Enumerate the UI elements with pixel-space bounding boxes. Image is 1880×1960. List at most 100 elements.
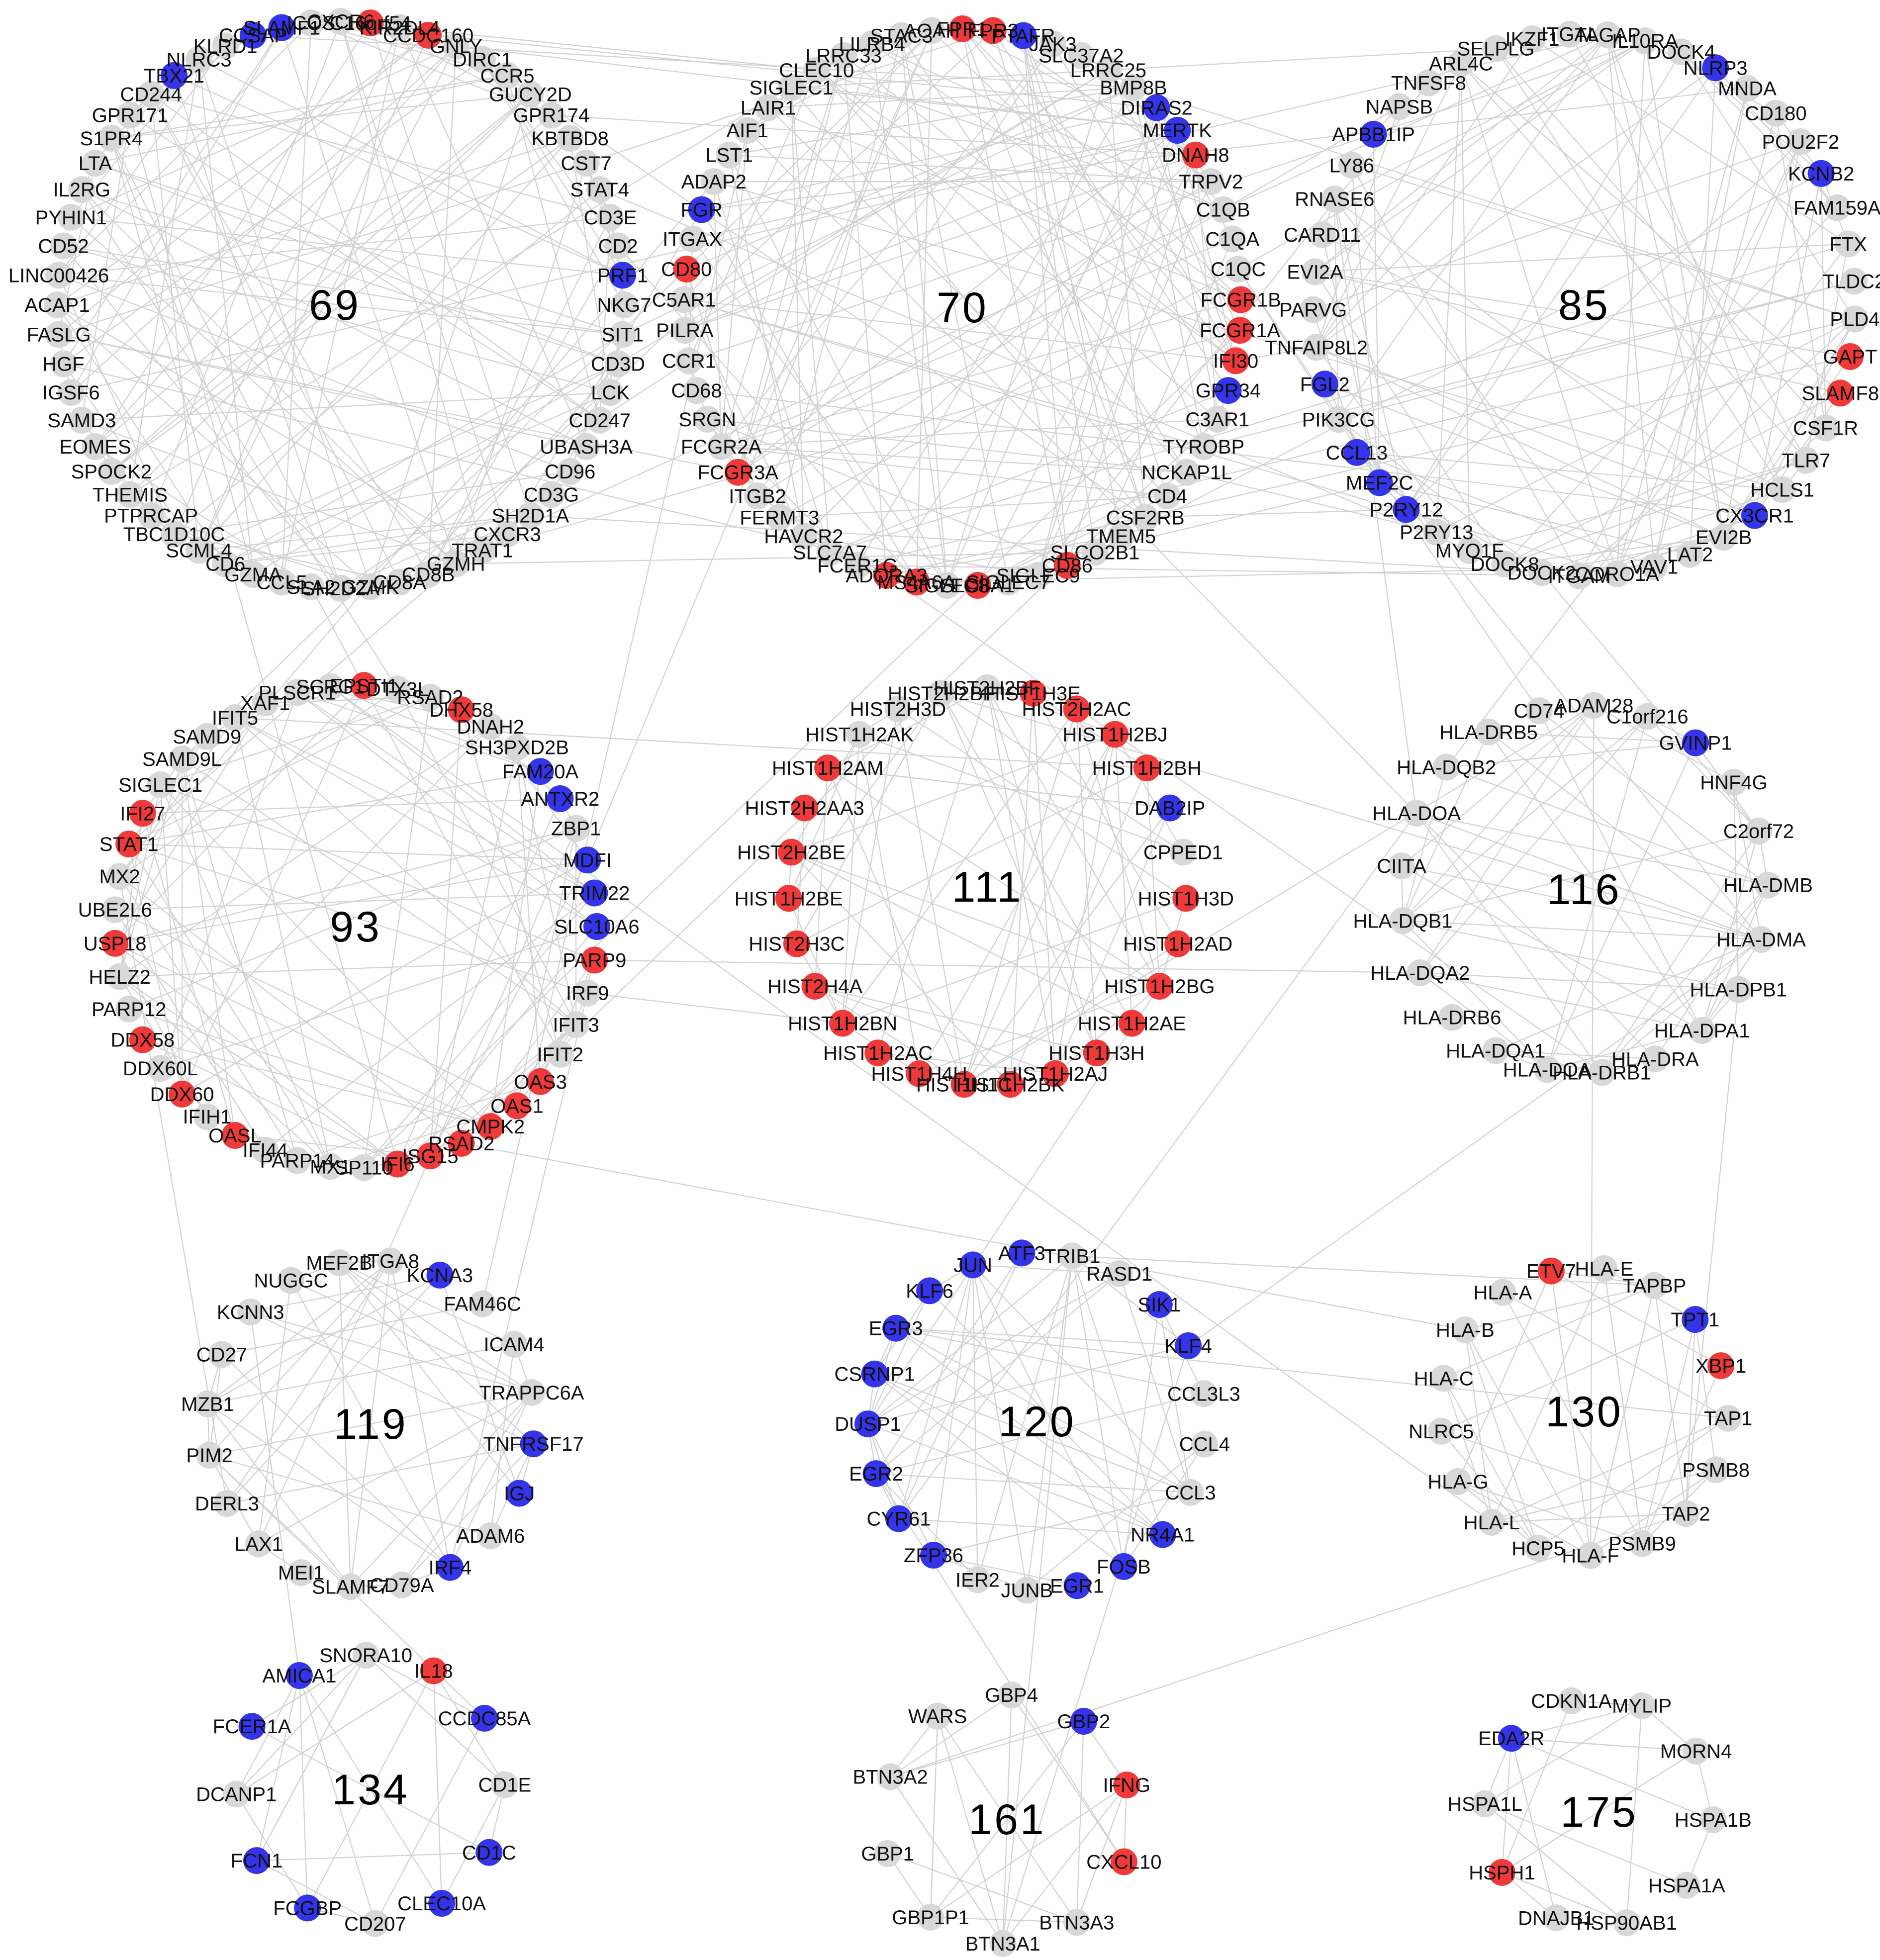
gene-node[interactable] [874, 1840, 901, 1867]
gene-node[interactable] [287, 1559, 315, 1587]
gene-node[interactable] [1641, 553, 1668, 580]
gene-node[interactable] [1058, 1242, 1086, 1270]
gene-node[interactable] [503, 734, 531, 761]
gene-node[interactable] [563, 1011, 590, 1038]
gene-node[interactable] [469, 537, 496, 564]
gene-node[interactable] [1110, 1553, 1137, 1580]
gene-node[interactable] [1191, 1430, 1218, 1458]
gene-node[interactable] [563, 815, 590, 842]
gene-node[interactable] [415, 21, 442, 49]
gene-node[interactable] [1070, 1708, 1097, 1735]
gene-node[interactable] [998, 1681, 1025, 1709]
gene-node[interactable] [673, 256, 700, 283]
gene-node[interactable] [1389, 907, 1416, 934]
gene-node[interactable] [744, 482, 771, 510]
gene-node[interactable] [82, 150, 109, 177]
gene-node[interactable] [1556, 20, 1584, 48]
gene-node[interactable] [1020, 679, 1047, 707]
gene-node[interactable] [734, 117, 761, 144]
gene-node[interactable] [50, 350, 77, 377]
gene-node[interactable] [1491, 551, 1518, 578]
gene-node[interactable] [1222, 347, 1249, 374]
gene-node[interactable] [1542, 1904, 1570, 1932]
gene-node[interactable] [1488, 1859, 1515, 1886]
gene-node[interactable] [1537, 1257, 1565, 1285]
gene-node[interactable] [106, 863, 133, 890]
gene-node[interactable] [1039, 30, 1066, 58]
gene-node[interactable] [801, 973, 829, 1000]
gene-node[interactable] [1631, 27, 1659, 54]
gene-node[interactable] [924, 1702, 951, 1730]
gene-node[interactable] [995, 568, 1022, 596]
gene-node[interactable] [609, 321, 636, 348]
gene-node[interactable] [997, 1071, 1024, 1098]
gene-node[interactable] [1580, 692, 1607, 719]
gene-node[interactable] [873, 561, 900, 589]
gene-node[interactable] [604, 232, 632, 260]
gene-node[interactable] [494, 521, 521, 548]
gene-node[interactable] [581, 879, 608, 907]
gene-node[interactable] [1720, 768, 1747, 796]
gene-node[interactable] [1641, 1045, 1669, 1073]
gene-node[interactable] [350, 1154, 377, 1181]
gene-node[interactable] [1025, 561, 1052, 589]
gene-node[interactable] [317, 673, 344, 700]
gene-node[interactable] [362, 1910, 389, 1937]
gene-node[interactable] [1083, 1039, 1110, 1067]
gene-node[interactable] [1407, 959, 1434, 986]
gene-node[interactable] [1210, 196, 1237, 223]
gene-node[interactable] [1388, 852, 1415, 880]
gene-node[interactable] [1433, 753, 1460, 781]
gene-node[interactable] [708, 433, 735, 460]
gene-node[interactable] [1081, 539, 1109, 566]
gene-node[interactable] [1164, 117, 1191, 144]
gene-node[interactable] [934, 572, 961, 599]
gene-node[interactable] [1108, 523, 1135, 550]
gene-node[interactable] [1149, 1521, 1176, 1548]
gene-node[interactable] [791, 794, 818, 822]
gene-node[interactable] [1482, 1037, 1509, 1064]
gene-node[interactable] [586, 176, 613, 203]
gene-node[interactable] [97, 125, 125, 152]
gene-node[interactable] [1321, 186, 1348, 213]
gene-node[interactable] [557, 125, 584, 152]
gene-node[interactable] [964, 572, 991, 599]
gene-node[interactable] [611, 291, 638, 318]
gene-node[interactable] [1303, 334, 1330, 361]
gene-node[interactable] [862, 1460, 890, 1488]
gene-node[interactable] [877, 1763, 904, 1790]
gene-node[interactable] [829, 1010, 856, 1037]
gene-node[interactable] [724, 459, 752, 486]
gene-node[interactable] [1068, 42, 1095, 69]
gene-node[interactable] [1169, 839, 1197, 866]
gene-node[interactable] [326, 1249, 353, 1277]
gene-node[interactable] [547, 1041, 574, 1068]
gene-node[interactable] [1558, 1687, 1585, 1714]
gene-node[interactable] [239, 561, 267, 588]
gene-node[interactable] [1673, 1871, 1700, 1899]
gene-node[interactable] [1427, 1417, 1455, 1445]
gene-node[interactable] [475, 1839, 503, 1866]
gene-node[interactable] [350, 672, 377, 699]
gene-node[interactable] [918, 17, 945, 44]
gene-node[interactable] [294, 1894, 321, 1922]
gene-node[interactable] [352, 1642, 379, 1669]
gene-node[interactable] [129, 1026, 156, 1053]
gene-node[interactable] [1227, 286, 1254, 313]
gene-node[interactable] [700, 168, 728, 195]
gene-node[interactable] [1676, 541, 1703, 568]
gene-node[interactable] [469, 46, 496, 73]
gene-node[interactable] [448, 696, 475, 724]
gene-node[interactable] [212, 32, 239, 60]
gene-node[interactable] [252, 689, 279, 717]
gene-node[interactable] [243, 1847, 270, 1874]
gene-node[interactable] [1475, 718, 1502, 746]
gene-node[interactable] [186, 46, 212, 73]
gene-node[interactable] [106, 963, 133, 990]
gene-node[interactable] [1177, 1479, 1204, 1506]
gene-node[interactable] [503, 1092, 531, 1120]
gene-node[interactable] [1747, 926, 1775, 953]
gene-node[interactable] [609, 262, 636, 289]
gene-node[interactable] [297, 573, 325, 600]
gene-node[interactable] [950, 1071, 978, 1098]
